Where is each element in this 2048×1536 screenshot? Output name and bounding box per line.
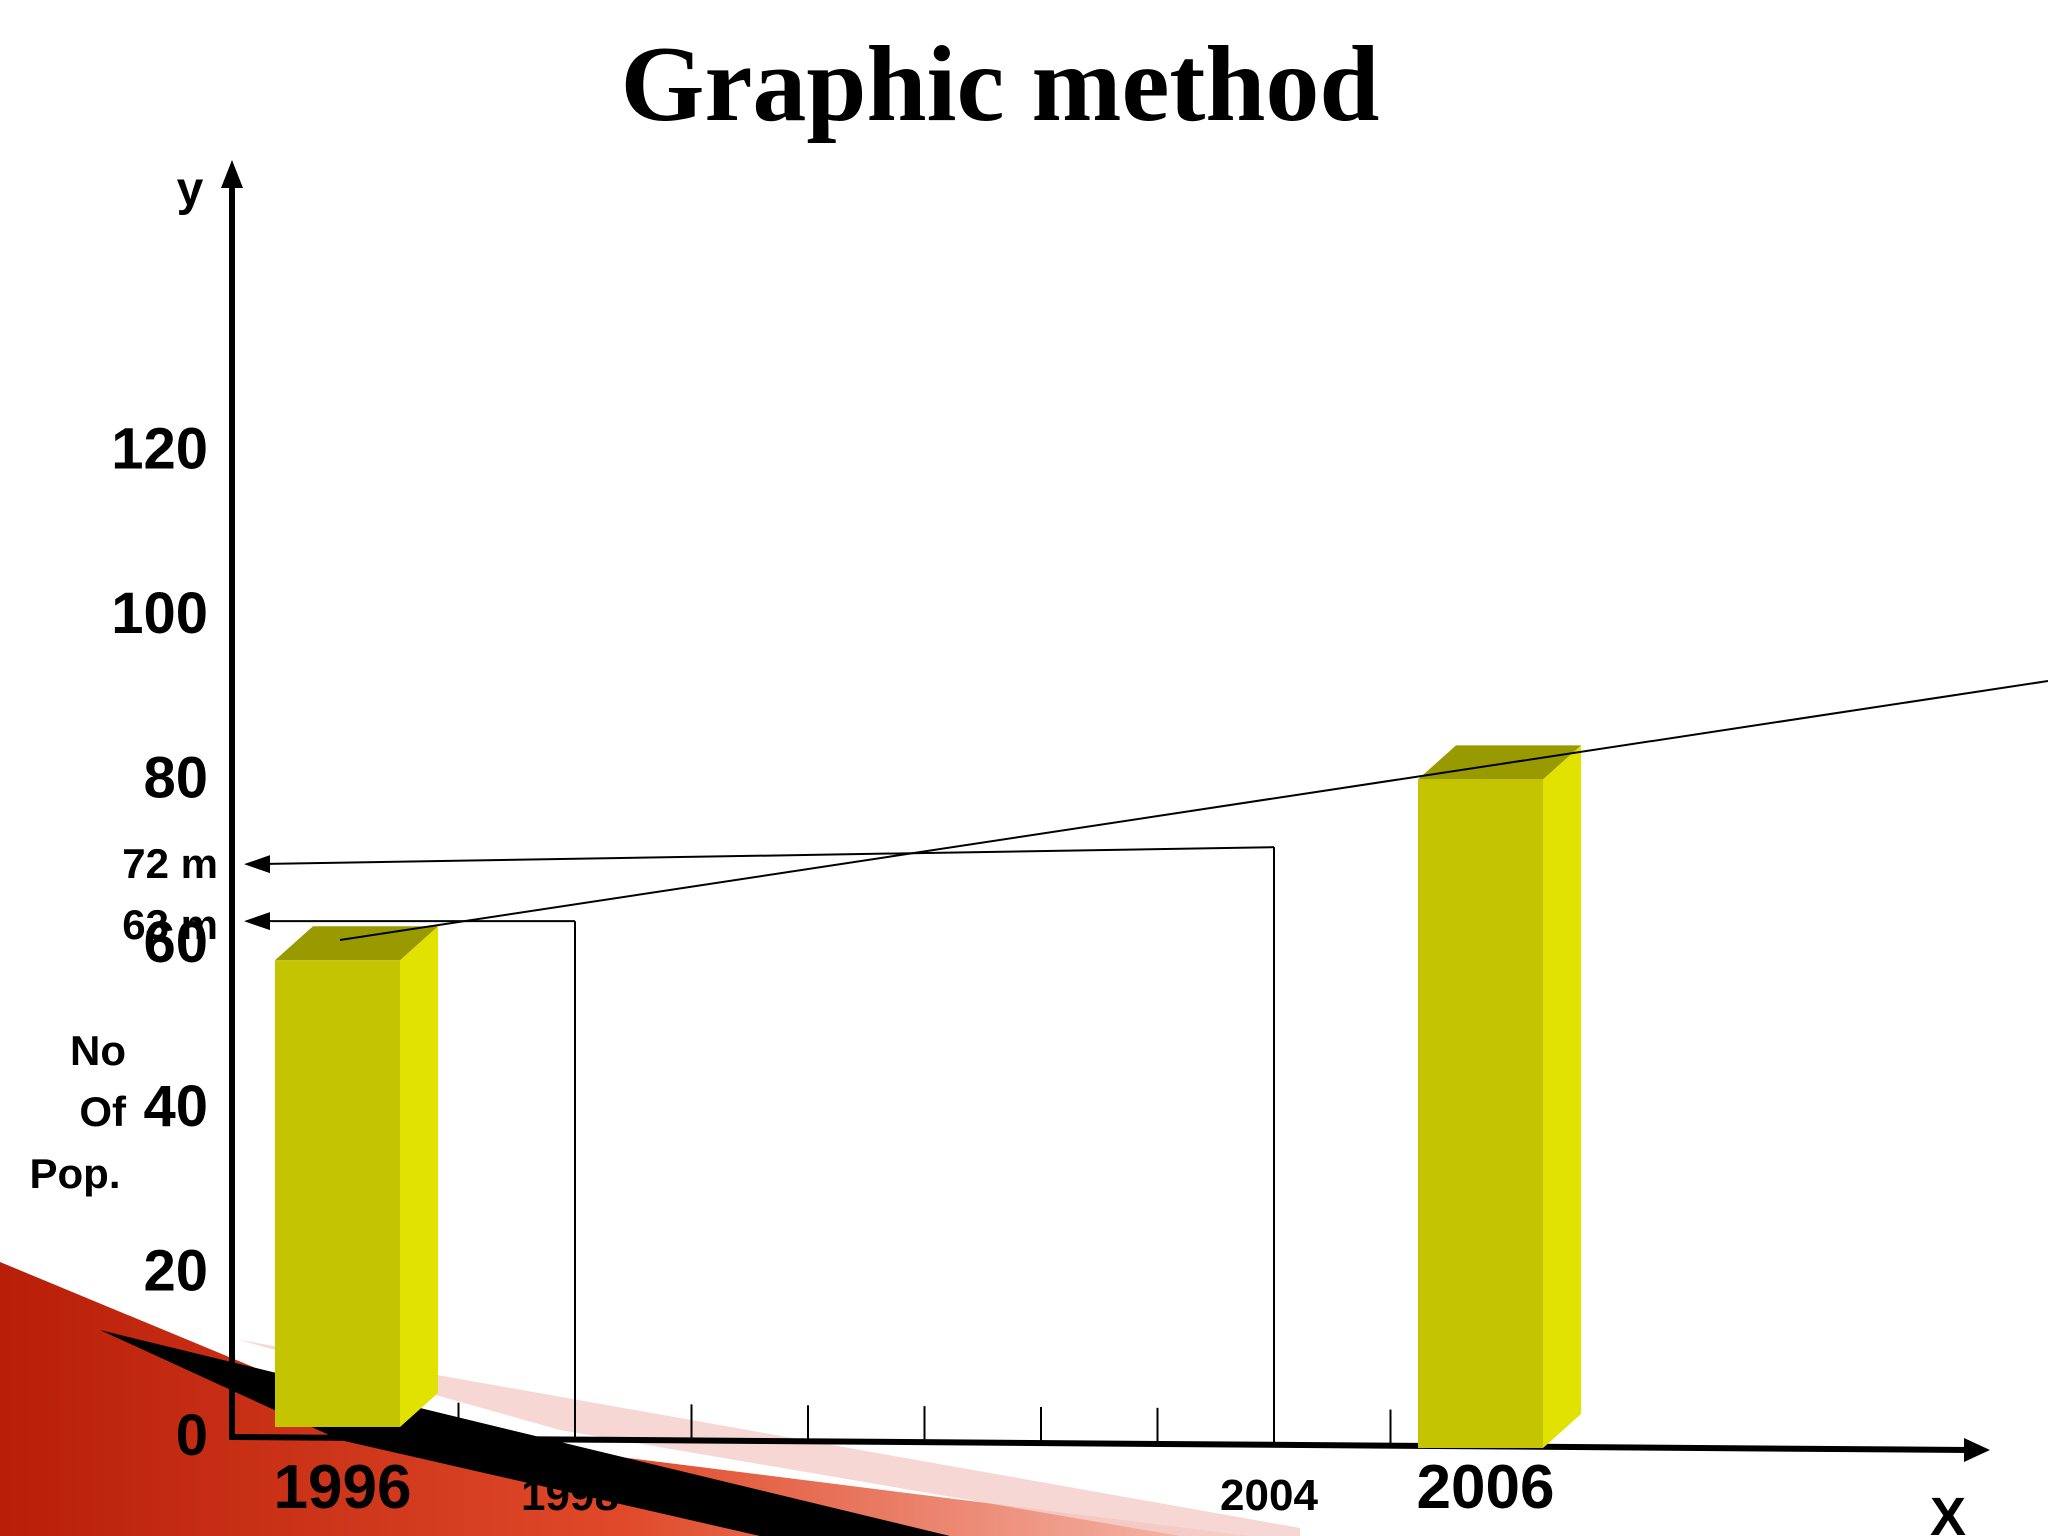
- y-axis-arrowhead: [221, 160, 243, 188]
- bar-1996: 1996: [274, 926, 438, 1522]
- x-axis-line: [231, 1434, 1971, 1453]
- bar-side-face: [1543, 745, 1581, 1448]
- y-tick-label: 100: [111, 581, 208, 646]
- bar-front-face: [275, 960, 400, 1427]
- y-tick-label: 20: [143, 1239, 208, 1304]
- y-tick-label: 80: [143, 745, 208, 810]
- projection-2004: 72 m: [122, 840, 1275, 1445]
- y-axis-label-line: Pop.: [30, 1150, 121, 1197]
- annotation-label: 63 m: [122, 901, 218, 948]
- annotation-label: 72 m: [122, 840, 218, 887]
- bars: 1996 2006: [274, 745, 1581, 1522]
- x-tick-label: 2004: [1220, 1471, 1318, 1520]
- horizontal-projection: [253, 846, 1275, 866]
- y-axis-label-line: Of: [79, 1088, 127, 1135]
- y-tick-labels: 0 20 40 60 80 100 120: [111, 417, 208, 1468]
- projection-1998: 63 m: [122, 901, 576, 1440]
- projection-arrowhead: [244, 855, 270, 874]
- bar-category-label: 2006: [1417, 1453, 1555, 1522]
- x-axis-arrowhead: [1964, 1438, 1990, 1462]
- bar-side-face: [400, 926, 438, 1427]
- bar-category-label: 1996: [274, 1453, 412, 1522]
- bar-top-face: [275, 926, 438, 961]
- y-tick-label: 0: [176, 1403, 208, 1468]
- decorative-swoosh: [0, 1262, 1300, 1536]
- projection-arrowhead: [244, 912, 270, 931]
- y-tick-label: 120: [111, 417, 208, 482]
- axes: yX: [177, 160, 1990, 1536]
- x-tick-label: 1998: [521, 1471, 619, 1520]
- trend-line: [339, 680, 2048, 941]
- chart-title: Graphic method: [620, 25, 1379, 144]
- bar-front-face: [1418, 779, 1543, 1448]
- y-axis-label: No Of Pop.: [30, 1027, 128, 1197]
- trend-construction: 63 m 72 m: [122, 680, 2048, 1445]
- y-tick-label: 60: [143, 910, 208, 975]
- x-tick-labels: 1998 2004: [521, 1471, 1318, 1520]
- bar-2006: 2006: [1417, 745, 1581, 1522]
- y-axis-name: y: [177, 163, 204, 216]
- y-axis-label-line: No: [70, 1027, 126, 1074]
- y-tick-label: 40: [143, 1074, 208, 1139]
- x-axis-name: X: [1930, 1487, 1966, 1536]
